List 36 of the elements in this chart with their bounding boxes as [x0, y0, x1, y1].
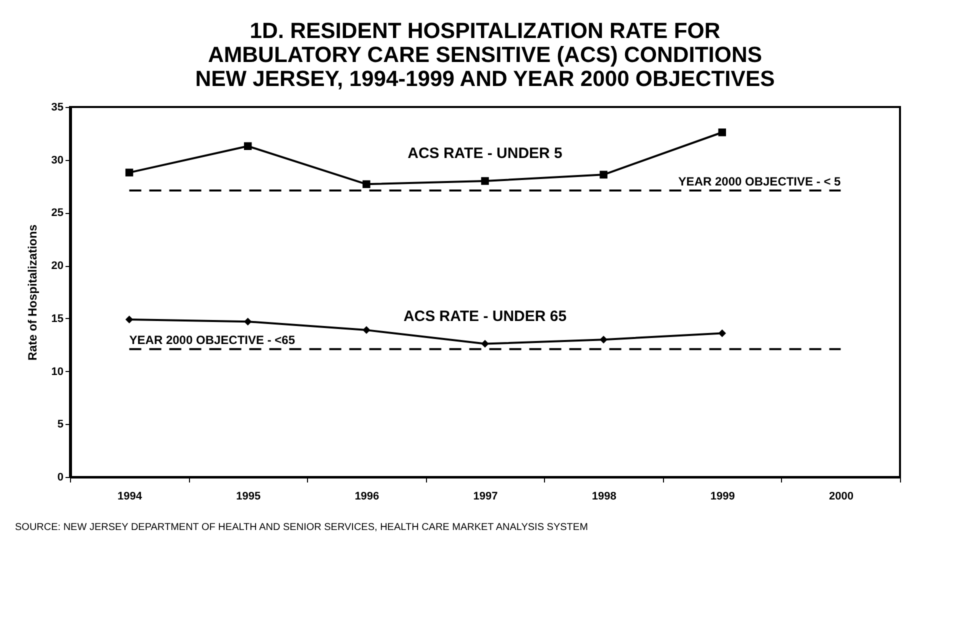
- point: [362, 180, 370, 188]
- ref-line-label: YEAR 2000 OBJECTIVE - <65: [129, 333, 296, 348]
- y-tick-label: 0: [57, 472, 64, 484]
- point: [125, 168, 134, 176]
- y-axis-title: Rate of Hospitalizations: [25, 224, 40, 361]
- y-tick-label: 30: [51, 154, 64, 166]
- point: [244, 318, 252, 326]
- x-tick-label: 1999: [710, 490, 735, 502]
- y-tick-label: 25: [51, 207, 64, 220]
- y-tick-label: 15: [51, 312, 64, 325]
- series-label: ACS RATE - UNDER 65: [403, 308, 567, 325]
- ref-line-label: YEAR 2000 OBJECTIVE - < 5: [678, 174, 842, 189]
- y-tick-label: 35: [51, 102, 64, 114]
- y-tick-label: 20: [51, 260, 64, 272]
- text: NEW JERSEY, 1994-1999 AND YEAR 2000 OBJECTIVES: [195, 66, 775, 91]
- series-label: ACS RATE - UNDER 5: [408, 145, 562, 162]
- point: [125, 316, 134, 324]
- x-tick-label: 1997: [473, 490, 498, 502]
- point: [481, 177, 489, 185]
- text: 1D. RESIDENT HOSPITALIZATION RATE FOR: [250, 18, 720, 43]
- point: [244, 142, 252, 150]
- point: [362, 326, 370, 334]
- point: [600, 170, 608, 179]
- point: [600, 336, 608, 344]
- source-note: SOURCE: NEW JERSEY DEPARTMENT OF HEALTH AND SENIOR SERVICES, HEALTH CARE MARKET ANALYSIS SYSTEM: [15, 522, 588, 533]
- point: [718, 128, 726, 136]
- point: [481, 340, 489, 348]
- x-tick-label: 2000: [828, 490, 854, 502]
- point: [718, 329, 726, 338]
- x-tick-label: 1995: [236, 490, 261, 502]
- text: AMBULATORY CARE SENSITIVE (ACS) CONDITIONS: [208, 42, 762, 67]
- x-tick-label: 1994: [118, 490, 143, 502]
- y-tick-label: 5: [57, 418, 64, 431]
- y-tick-label: 10: [51, 366, 64, 378]
- x-tick-label: 1998: [592, 490, 616, 502]
- x-tick-label: 1996: [354, 490, 380, 502]
